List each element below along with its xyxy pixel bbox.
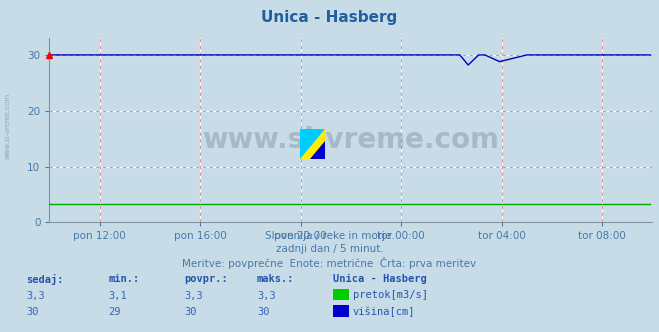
Text: pretok[m3/s]: pretok[m3/s] <box>353 290 428 300</box>
Text: 29: 29 <box>109 307 121 317</box>
Text: www.si-vreme.com: www.si-vreme.com <box>202 125 500 153</box>
Text: 3,3: 3,3 <box>257 290 275 300</box>
Text: 30: 30 <box>257 307 270 317</box>
Text: Unica - Hasberg: Unica - Hasberg <box>262 10 397 25</box>
Text: Slovenija / reke in morje.: Slovenija / reke in morje. <box>264 231 395 241</box>
Text: 30: 30 <box>185 307 197 317</box>
Polygon shape <box>310 141 325 159</box>
Polygon shape <box>300 129 325 159</box>
Text: 3,3: 3,3 <box>185 290 203 300</box>
Text: 3,1: 3,1 <box>109 290 127 300</box>
Text: povpr.:: povpr.: <box>185 274 228 284</box>
Text: 3,3: 3,3 <box>26 290 45 300</box>
Text: maks.:: maks.: <box>257 274 295 284</box>
Text: Meritve: povprečne  Enote: metrične  Črta: prva meritev: Meritve: povprečne Enote: metrične Črta:… <box>183 257 476 269</box>
Text: min.:: min.: <box>109 274 140 284</box>
Text: višina[cm]: višina[cm] <box>353 307 415 317</box>
Text: Unica - Hasberg: Unica - Hasberg <box>333 274 426 284</box>
Text: zadnji dan / 5 minut.: zadnji dan / 5 minut. <box>275 244 384 254</box>
Text: www.si-vreme.com: www.si-vreme.com <box>5 93 11 159</box>
Text: sedaj:: sedaj: <box>26 274 64 285</box>
Text: 30: 30 <box>26 307 39 317</box>
Polygon shape <box>300 129 325 159</box>
